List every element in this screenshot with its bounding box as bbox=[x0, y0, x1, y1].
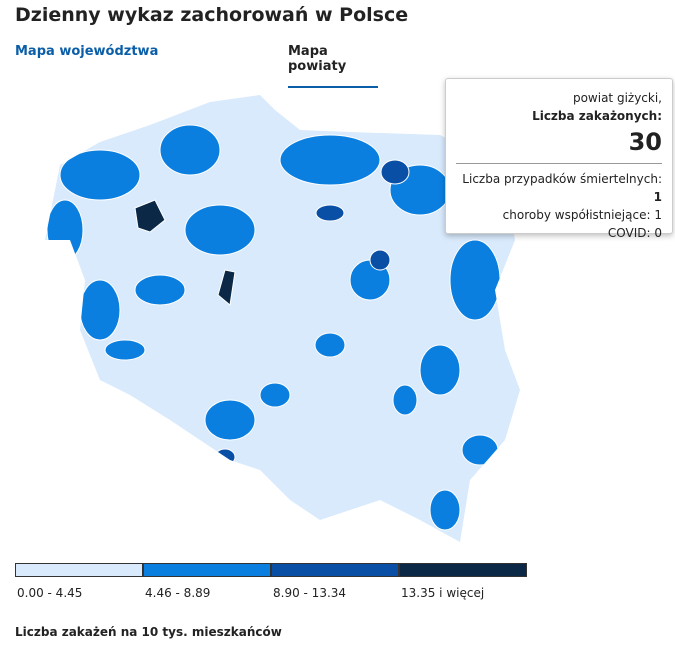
deaths-label: Liczba przypadków śmiertelnych: bbox=[462, 172, 662, 186]
legend-swatch bbox=[271, 563, 399, 577]
legend-label: 0.00 - 4.45 bbox=[17, 586, 83, 600]
legend-swatch bbox=[143, 563, 271, 577]
legend-label: 13.35 i więcej bbox=[401, 586, 485, 600]
deaths-value: 1 bbox=[653, 190, 662, 204]
covid-label: COVID: bbox=[607, 226, 651, 240]
comorbid-value: 1 bbox=[654, 208, 662, 222]
comorbid-label: choroby współistniejące: bbox=[502, 208, 651, 222]
legend-swatch bbox=[399, 563, 527, 577]
page-title: Dzienny wykaz zachorowań w Polsce bbox=[15, 4, 409, 26]
legend-title: Liczba zakażeń na 10 tys. mieszkańców bbox=[15, 625, 282, 639]
tab[interactable]: Mapa województwa bbox=[15, 44, 159, 59]
tooltip-metric-value: 30 bbox=[456, 125, 662, 164]
tooltip-region: powiat giżycki, bbox=[572, 91, 662, 105]
map bbox=[45, 95, 520, 542]
legend-label: 4.46 - 8.89 bbox=[145, 586, 211, 600]
tooltip: powiat giżycki, Liczba zakażonych: 30 Li… bbox=[445, 78, 673, 240]
covid-value: 0 bbox=[654, 226, 662, 240]
tooltip-metric-label: Liczba zakażonych: bbox=[532, 109, 662, 123]
legend-label: 8.90 - 13.34 bbox=[273, 586, 347, 600]
tab[interactable]: Mapa powiaty bbox=[288, 44, 378, 88]
legend-swatch bbox=[15, 563, 143, 577]
